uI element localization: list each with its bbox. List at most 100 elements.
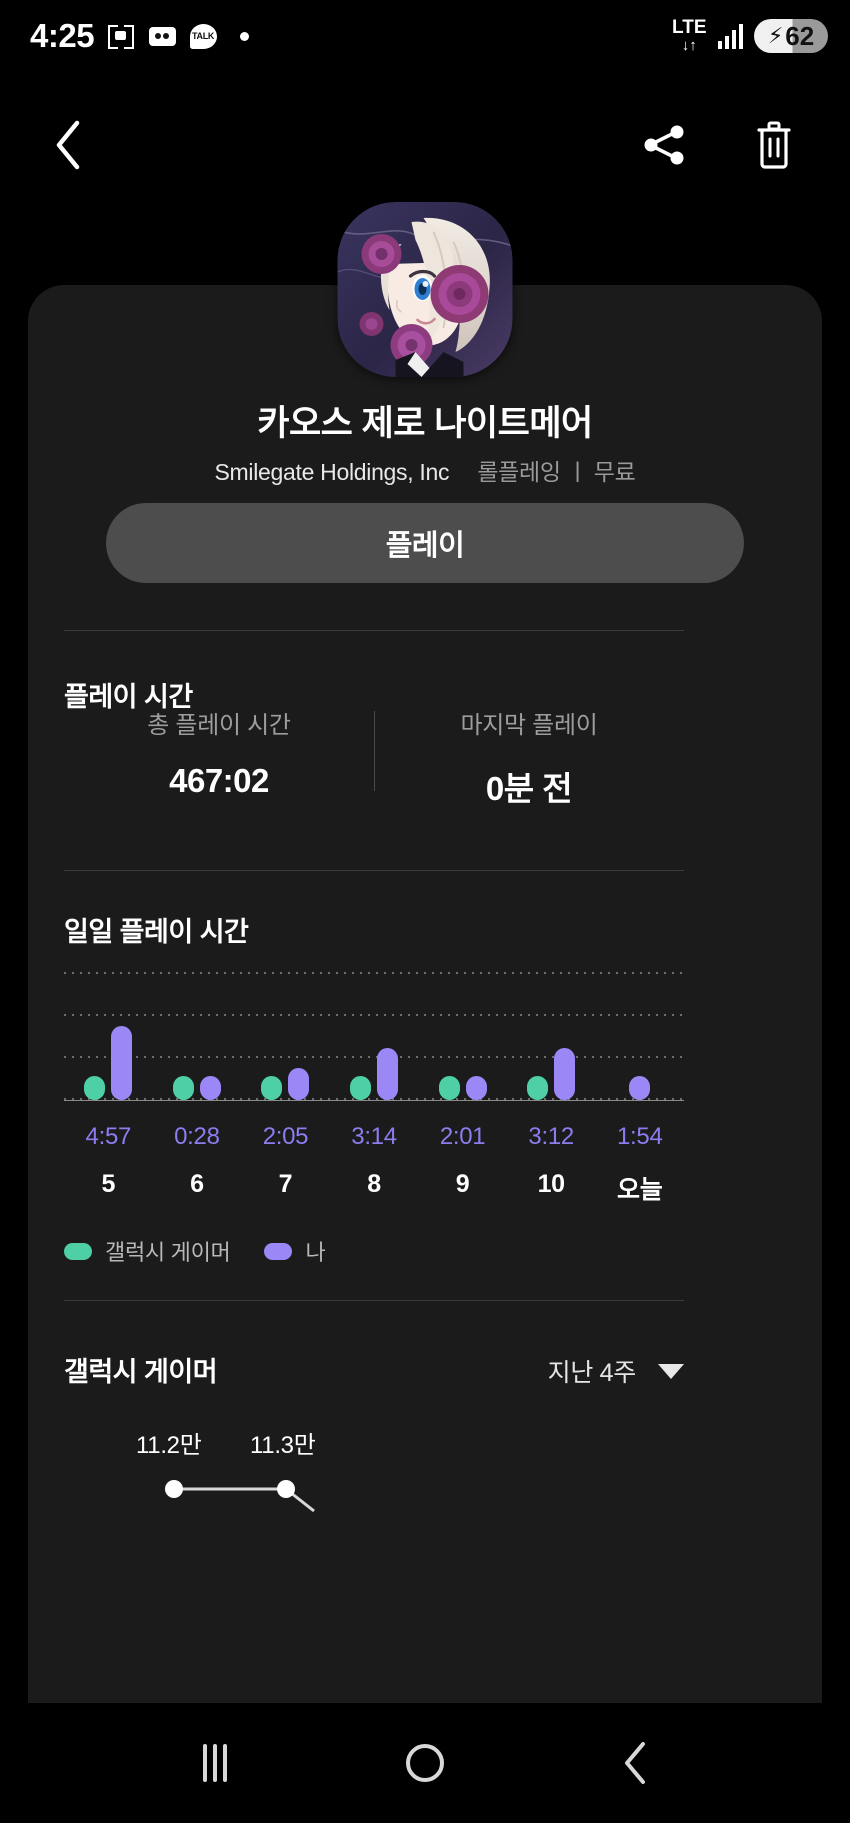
divider-3 [64,1300,684,1301]
action-bar-right [636,117,802,173]
chart-value-label: 3:12 [528,1123,574,1150]
gamer-section-title: 갤럭시 게이머 [64,1357,218,1387]
bar-group [595,970,684,1100]
bar [111,1026,133,1100]
app-category: 롤플레잉 ㅣ 무료 [477,459,636,485]
home-icon[interactable] [397,1735,453,1791]
legend-label: 나 [305,1240,326,1265]
daily-play-chart [64,970,684,1110]
bar-group [153,970,242,1100]
status-bar-right: LTE ↓↑ ⚡ 62 [672,18,828,54]
chart-day-label: 6 [190,1170,204,1198]
battery-percent: 62 [785,20,815,51]
chart-value-label: 3:14 [351,1123,397,1150]
bar [199,1076,221,1100]
chart-axis [64,1100,684,1101]
chart-bars [64,970,684,1100]
range-dropdown[interactable]: 지난 4주 [548,1353,684,1389]
network-type-icon: LTE ↓↑ [672,18,706,54]
chart-day-labels: 5 6 7 8 9 10 오늘 [64,1170,684,1206]
play-button[interactable]: 플레이 [106,503,744,583]
bar [84,1076,106,1100]
chart-day-label: 오늘 [617,1176,663,1204]
bar-group [507,970,596,1100]
status-clock: 4:25 [30,17,95,54]
app-meta: Smilegate Holdings, Inc 롤플레잉 ㅣ 무료 [28,453,822,487]
bar [527,1076,549,1100]
app-publisher: Smilegate Holdings, Inc [214,459,450,485]
total-playtime-label: 총 플레이 시간 [147,712,291,739]
total-playtime-value: 467:02 [169,762,269,799]
divider-1 [64,630,684,631]
bar [629,1076,651,1100]
dot-icon [230,22,258,50]
range-dropdown-label: 지난 4주 [547,1359,637,1387]
navigation-bar [0,1703,850,1823]
chart-day-label: 8 [367,1170,381,1198]
share-icon[interactable] [636,117,692,173]
bar [261,1076,283,1100]
bar [350,1076,372,1100]
legend-item: 갤럭시 게이머 [64,1235,231,1267]
signal-strength-icon [717,23,743,49]
bar [172,1076,194,1100]
chevron-down-icon [658,1363,684,1379]
action-bar [0,100,850,190]
last-play-stat: 마지막 플레이 0분 전 [374,705,684,810]
divider-2 [64,870,684,871]
legend-swatch [64,1242,92,1260]
battery-indicator: ⚡ 62 [754,19,828,53]
trash-icon[interactable] [746,117,802,173]
voicemail-icon [148,22,176,50]
playtime-stats: 총 플레이 시간 467:02 마지막 플레이 0분 전 [64,705,684,810]
app-detail-sheet: 카오스 제로 나이트메어 Smilegate Holdings, Inc 롤플레… [28,285,822,1703]
kakaotalk-label: TALK [189,23,217,49]
charging-bolt-icon: ⚡ [767,23,784,48]
line-point-label-2: 11.3만 [250,1432,316,1459]
gamer-line-chart: 11.2만 11.3만 [64,1425,684,1545]
bar [288,1068,310,1100]
bar-group [418,970,507,1100]
status-bar-left: 4:25 TALK [30,17,258,55]
network-arrows: ↓↑ [681,37,697,54]
playtime-section-title: 플레이 시간 [64,682,193,712]
chart-day-label: 9 [455,1170,470,1198]
legend-item: 나 [264,1235,326,1267]
bar-group [241,970,330,1100]
app-icon [337,202,513,377]
bar [554,1048,576,1100]
gridline-2 [64,1056,684,1058]
recent-apps-icon[interactable] [187,1735,243,1791]
total-playtime-stat: 총 플레이 시간 467:02 [64,705,374,810]
line-point-label-1: 11.2만 [136,1432,202,1459]
last-play-label: 마지막 플레이 [460,712,598,739]
daily-section-title: 일일 플레이 시간 [64,917,249,947]
chart-legend: 갤럭시 게이머 나 [64,1235,326,1267]
chart-day-label: 7 [278,1170,293,1198]
back-button[interactable] [40,117,96,173]
legend-swatch [264,1242,293,1260]
chart-value-label: 2:01 [439,1123,486,1150]
bar-group [64,970,153,1100]
chart-value-label: 1:54 [617,1123,663,1150]
nav-back-icon[interactable] [607,1735,663,1791]
stat-separator [374,711,375,791]
gridline-1 [64,1098,684,1100]
chart-value-label: 2:05 [262,1123,309,1150]
chart-value-labels: 4:57 0:28 2:05 3:14 2:01 3:12 1:54 [64,1123,684,1151]
bar [465,1076,487,1100]
kakaotalk-icon: TALK [189,22,217,50]
status-bar: 4:25 TALK LTE ↓↑ ⚡ 62 [0,0,850,72]
app-title: 카오스 제로 나이트메어 [257,404,593,443]
chart-value-label: 0:28 [174,1123,220,1150]
chart-day-label: 5 [101,1170,116,1198]
bar [438,1076,460,1100]
bar-group [330,970,419,1100]
chart-value-label: 4:57 [85,1123,132,1150]
network-label: LTE [672,17,707,38]
gridline-4 [64,972,684,974]
legend-label: 갤럭시 게이머 [105,1240,231,1265]
bar [377,1048,399,1100]
chart-day-label: 10 [537,1170,566,1198]
